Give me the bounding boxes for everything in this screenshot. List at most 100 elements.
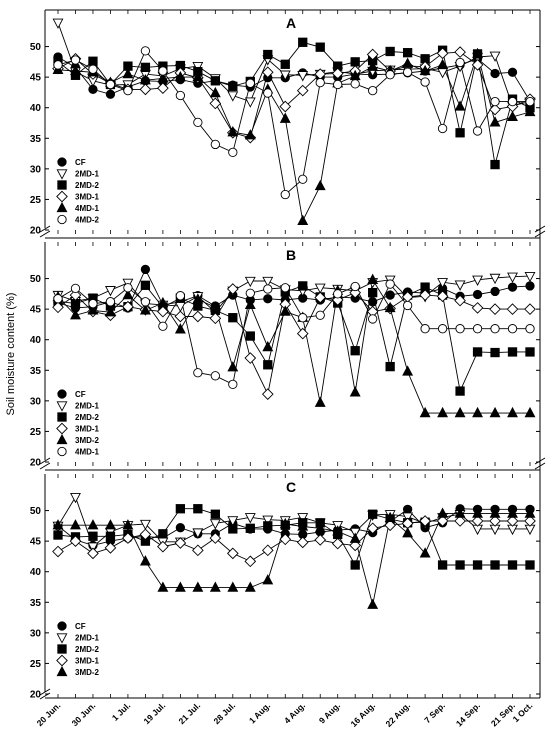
data-point	[490, 286, 500, 297]
data-point	[367, 598, 379, 609]
data-point	[139, 519, 151, 531]
data-point	[402, 48, 413, 58]
data-point	[419, 289, 431, 301]
data-point	[524, 507, 536, 518]
series-group-b	[52, 264, 536, 418]
data-point	[525, 347, 535, 357]
data-point	[524, 406, 536, 418]
data-point	[490, 68, 500, 79]
data-point	[402, 512, 414, 523]
data-point	[157, 82, 169, 94]
data-point	[455, 128, 465, 138]
data-point	[471, 515, 484, 527]
data-point	[385, 361, 395, 372]
data-point	[105, 89, 116, 99]
data-point	[87, 547, 99, 560]
data-point	[87, 304, 99, 315]
data-point	[122, 300, 134, 313]
data-point	[263, 284, 273, 294]
data-point	[454, 406, 466, 418]
data-point	[454, 280, 466, 291]
series-line	[57, 284, 530, 393]
data-point	[472, 289, 483, 300]
data-point	[157, 305, 169, 318]
data-point	[140, 264, 151, 275]
data-point	[57, 621, 67, 631]
data-point	[228, 147, 238, 157]
data-point	[420, 324, 430, 334]
data-point	[437, 560, 448, 570]
data-point	[489, 406, 501, 418]
data-point	[210, 371, 220, 381]
data-point	[56, 633, 68, 644]
series-line	[57, 51, 531, 139]
data-point	[366, 522, 379, 535]
data-point	[279, 100, 292, 113]
x-tick-label: 22 Aug.	[383, 700, 412, 729]
data-point	[53, 60, 63, 70]
series-layer	[52, 18, 536, 609]
data-point	[104, 306, 116, 317]
axis-break-mark	[534, 457, 546, 465]
data-point	[244, 352, 257, 364]
axis-break-mark	[39, 225, 51, 233]
data-point	[139, 528, 152, 541]
data-point	[507, 507, 518, 518]
data-point	[366, 48, 379, 61]
data-point	[472, 324, 483, 334]
data-point	[368, 287, 378, 298]
y-tick-label: 45	[30, 537, 42, 548]
data-point	[209, 581, 221, 592]
data-point	[174, 537, 187, 549]
data-point	[384, 301, 396, 313]
data-point	[331, 537, 344, 550]
series-line	[57, 275, 531, 313]
series-line	[57, 496, 530, 548]
panel-label: A	[286, 15, 296, 31]
data-point	[471, 59, 484, 71]
series-group-c	[52, 492, 536, 609]
legend-label: 4MD-1	[75, 448, 100, 457]
data-point	[175, 90, 186, 101]
data-point	[56, 169, 68, 180]
data-point	[210, 509, 220, 519]
y-tick-label: 45	[30, 305, 42, 316]
data-point	[280, 189, 290, 200]
data-point	[122, 67, 134, 79]
data-point	[437, 278, 449, 289]
data-point	[139, 555, 151, 566]
data-point	[472, 507, 484, 518]
data-point	[262, 515, 274, 526]
data-point	[227, 581, 239, 592]
y-tick-label: 20	[30, 458, 42, 469]
data-point	[209, 97, 222, 110]
data-point	[279, 517, 291, 529]
data-point	[297, 513, 309, 524]
data-point	[333, 289, 343, 299]
data-point	[56, 422, 68, 435]
y-tick-label: 30	[30, 628, 42, 639]
data-point	[157, 581, 169, 592]
data-point	[524, 515, 536, 527]
data-point	[490, 324, 500, 334]
y-tick-label: 40	[30, 103, 42, 114]
legend-label: 2MD-2	[75, 181, 100, 190]
data-point	[88, 298, 98, 309]
data-point	[507, 272, 518, 283]
data-point	[244, 581, 256, 592]
data-point	[489, 116, 501, 127]
data-point	[332, 525, 344, 536]
data-point	[490, 159, 500, 170]
data-point	[279, 112, 291, 123]
data-point	[454, 507, 466, 518]
data-point	[315, 77, 325, 88]
data-point	[419, 64, 431, 76]
data-point	[105, 79, 116, 90]
data-point	[472, 47, 484, 59]
series-line	[57, 52, 531, 223]
data-point	[140, 280, 151, 290]
data-point	[263, 360, 273, 370]
data-point	[57, 180, 67, 190]
